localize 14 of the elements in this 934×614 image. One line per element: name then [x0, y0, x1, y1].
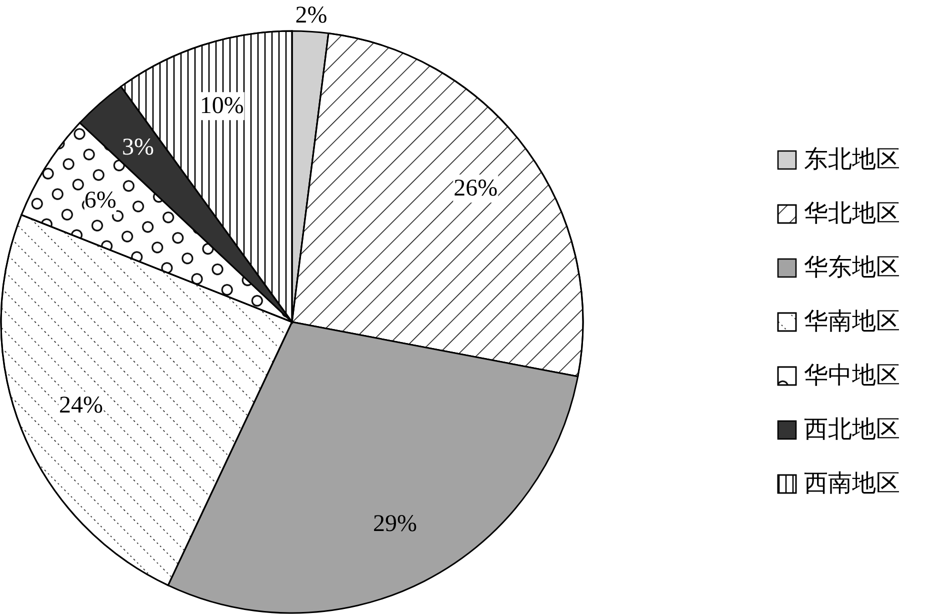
legend-label: 东北地区 — [804, 146, 900, 173]
legend-label: 华中地区 — [804, 363, 900, 389]
data-label: 3% — [122, 134, 154, 160]
data-label: 2% — [295, 2, 328, 29]
data-label: 29% — [373, 511, 418, 538]
data-label: 10% — [200, 93, 244, 120]
data-label: 6% — [84, 187, 116, 214]
data-label: 26% — [454, 176, 498, 202]
legend-label: 华北地区 — [804, 201, 900, 227]
data-label: 24% — [58, 392, 103, 419]
legend-label: 西南地区 — [804, 471, 900, 497]
legend-label: 西北地区 — [804, 417, 900, 443]
legend-label: 华南地区 — [804, 309, 900, 335]
legend-label: 华东地区 — [804, 254, 900, 281]
